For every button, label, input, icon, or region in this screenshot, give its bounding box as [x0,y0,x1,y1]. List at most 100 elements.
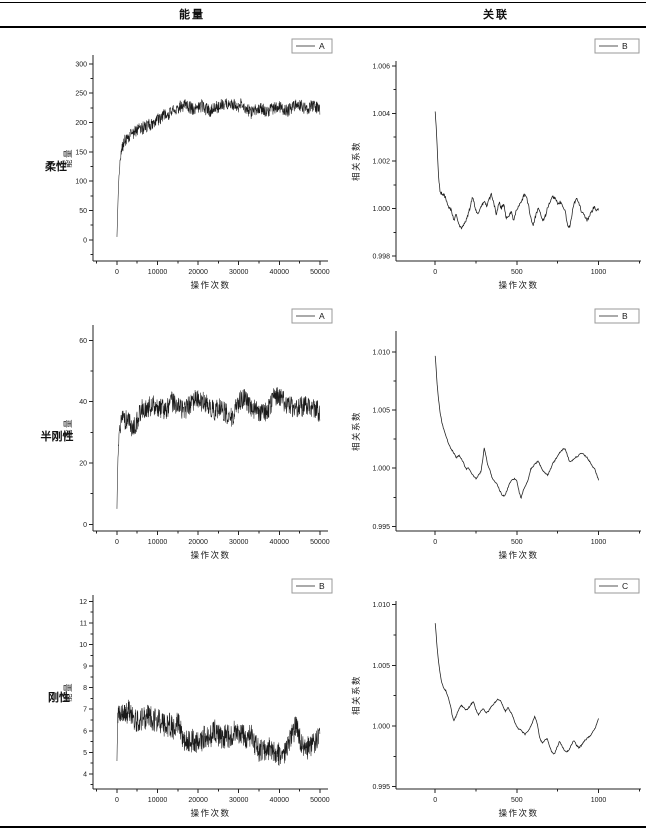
y-tick-label: 0 [83,237,87,244]
series-line [434,111,599,230]
x-tick-label: 0 [433,797,437,804]
row-label-1: 半刚性 [40,431,74,443]
x-tick-label: 30000 [229,269,249,276]
row-label-0: 柔性 [45,161,67,173]
flexible-energy-chart: 0 10000 20000 30000 40000 50000 0 50 100 150 200 25… [63,38,333,290]
y-tick-label: 1.000 [372,723,390,730]
x-tick-label: 10000 [148,797,168,804]
y-axis-title: 能量 [63,418,73,438]
y-tick-label: 1.010 [372,602,390,609]
series-line [116,387,321,509]
y-tick-label: 0.998 [372,254,390,261]
x-tick-label: 10000 [148,539,168,546]
x-tick-label: 40000 [270,539,290,546]
y-tick-labels: 0 50 100 150 200 250 300 [75,61,87,244]
x-axis-title: 操作次数 [498,280,538,290]
y-tick-label: 1.005 [372,408,390,415]
y-tick-label: 300 [75,61,87,68]
x-tick-label: 0 [115,269,119,276]
rigid-correlation-chart: 0 500 1000 0.995 1.000 1.005 1.010 操作次数 相关系数 C [351,578,641,818]
column-header-correlation: 关联 [483,9,509,21]
y-tick-label: 9 [83,664,87,671]
header-rule [0,26,646,28]
x-tick-labels: 0 10000 20000 30000 40000 50000 [115,539,330,546]
y-tick-label: 11 [80,621,87,628]
x-tick-label: 0 [115,539,119,546]
x-tick-labels: 0 10000 20000 30000 40000 50000 [115,797,330,804]
y-tick-label: 20 [79,460,87,467]
y-tick-labels: 0.995 1.000 1.005 1.010 [372,602,390,791]
x-tick-label: 50000 [310,797,330,804]
legend: C [594,578,640,594]
y-tick-label: 250 [75,91,87,98]
x-tick-label: 500 [511,797,523,804]
y-axis-title: 能量 [63,682,73,702]
x-axis-title: 操作次数 [498,808,538,818]
x-axis-title: 操作次数 [190,808,230,818]
legend-label: C [622,581,628,591]
y-tick-labels: 4 5 6 7 8 9 10 11 12 [79,599,87,778]
y-tick-label: 50 [79,208,87,215]
x-tick-label: 20000 [188,539,208,546]
y-tick-label: 200 [75,120,87,127]
y-axis-title: 能量 [63,148,73,168]
x-tick-label: 500 [511,539,523,546]
y-tick-label: 1.005 [372,663,390,670]
y-tick-label: 150 [75,149,87,156]
legend-label: B [319,581,325,591]
x-tick-labels: 0 10000 20000 30000 40000 50000 [115,269,330,276]
y-axis-title: 相关系数 [351,411,361,451]
legend-label: B [622,41,628,51]
series-line [434,355,599,499]
legend: B [594,38,640,54]
y-tick-label: 1.000 [372,206,390,213]
top-rule [0,2,646,3]
row-label-2: 刚性 [48,692,70,704]
x-tick-label: 30000 [229,797,249,804]
y-tick-labels: 0.995 1.000 1.005 1.010 [372,349,390,530]
axis-ticks [89,63,321,265]
x-tick-label: 20000 [188,269,208,276]
y-tick-label: 1.010 [372,349,390,356]
x-tick-label: 40000 [270,797,290,804]
x-tick-label: 1000 [591,539,607,546]
x-tick-label: 0 [433,269,437,276]
y-tick-label: 6 [83,728,87,735]
x-tick-label: 1000 [591,269,607,276]
x-tick-label: 50000 [310,539,330,546]
x-tick-label: 20000 [188,797,208,804]
y-tick-label: 0.995 [372,784,390,791]
x-tick-labels: 0 500 1000 [433,539,606,546]
x-tick-labels: 0 500 1000 [433,797,606,804]
y-tick-label: 8 [83,685,87,692]
axis-ticks [89,600,321,793]
axis-ticks [89,339,321,535]
x-tick-label: 1000 [591,797,607,804]
y-tick-label: 0.995 [372,524,390,531]
y-tick-label: 40 [79,399,87,406]
axis-ticks [392,604,640,793]
x-tick-label: 0 [433,539,437,546]
y-tick-label: 1.004 [372,111,390,118]
legend-label: A [319,41,325,51]
series-line [116,699,321,766]
rigid-energy-chart: 0 10000 20000 30000 40000 50000 4 5 6 7 8 9 10 11 12 操作… [63,578,333,818]
flexible-correlation-chart: 0 500 1000 0.998 1.000 1.002 1.004 1.006 操作次数 相关系… [351,38,641,290]
x-tick-label: 0 [115,797,119,804]
bottom-rule [0,826,646,828]
x-tick-label: 30000 [229,539,249,546]
y-tick-label: 5 [83,750,87,757]
axis-ticks [392,351,640,535]
y-tick-label: 0 [83,522,87,529]
semirigid-correlation-chart: 0 500 1000 0.995 1.000 1.005 1.010 操作次数 相关系数 B [351,308,641,560]
y-axis-title: 相关系数 [351,141,361,181]
x-tick-labels: 0 500 1000 [433,269,606,276]
legend: A [291,308,333,324]
y-tick-labels: 0.998 1.000 1.002 1.004 1.006 [372,63,390,260]
y-tick-label: 1.006 [372,63,390,70]
x-tick-label: 10000 [148,269,168,276]
y-tick-label: 4 [83,771,87,778]
y-tick-label: 60 [79,338,87,345]
y-tick-label: 100 [75,179,87,186]
